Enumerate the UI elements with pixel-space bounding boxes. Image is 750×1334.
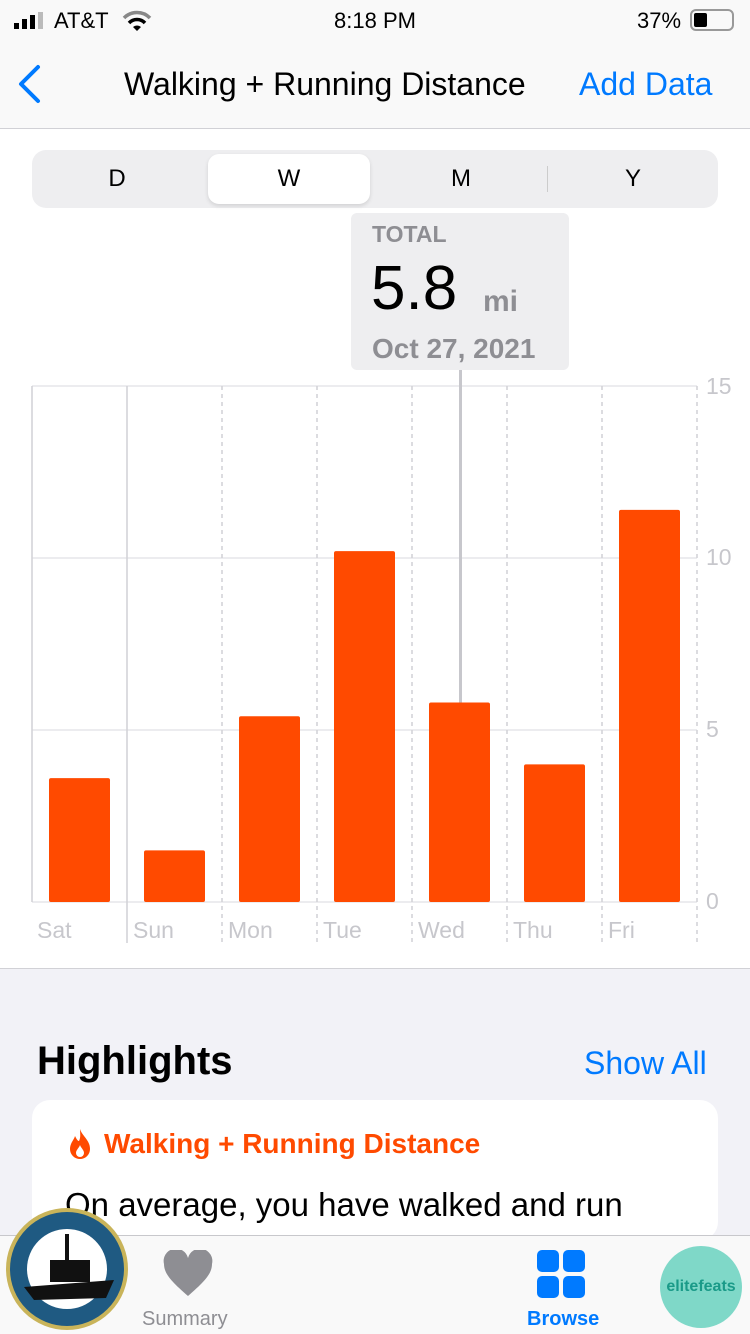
- segment-year[interactable]: Y: [624, 165, 641, 192]
- grid-icon: [537, 1250, 585, 1298]
- add-data-button[interactable]: Add Data: [579, 66, 713, 102]
- x-label-tue: Tue: [323, 917, 362, 943]
- clock: 8:18 PM: [334, 8, 416, 33]
- elitefeats-logo: elitefeats: [660, 1246, 742, 1328]
- bar-fri: [619, 509, 680, 902]
- selection-tooltip: TOTAL 5.8 mi Oct 27, 2021: [351, 213, 569, 370]
- tooltip-date: Oct 27, 2021: [372, 333, 536, 364]
- segment-divider: [547, 166, 548, 192]
- battery-icon: [690, 9, 734, 31]
- bar-mon: [239, 716, 300, 902]
- segment-day[interactable]: D: [108, 165, 126, 192]
- battery-percent: 37%: [637, 8, 682, 33]
- miles-for-murph-logo: [6, 1208, 128, 1330]
- x-label-sun: Sun: [133, 917, 174, 943]
- tab-summary[interactable]: Summary: [140, 1244, 236, 1334]
- heart-icon: [163, 1250, 213, 1296]
- nav-bar: Walking + Running Distance Add Data: [0, 40, 750, 129]
- tab-browse[interactable]: Browse: [520, 1244, 604, 1334]
- page-title: Walking + Running Distance: [124, 66, 526, 102]
- y-label-0: 0: [706, 888, 719, 914]
- tooltip-unit: mi: [483, 285, 519, 318]
- x-label-wed: Wed: [418, 917, 465, 943]
- highlight-card-title: Walking + Running Distance: [104, 1128, 481, 1159]
- bar-sat: [49, 778, 110, 902]
- x-label-thu: Thu: [513, 917, 553, 943]
- chart-svg: [31, 370, 698, 943]
- tab-summary-label: Summary: [142, 1308, 228, 1330]
- y-label-15: 15: [706, 373, 732, 399]
- x-label-fri: Fri: [608, 917, 635, 943]
- x-label-mon: Mon: [228, 917, 273, 943]
- flame-icon: [70, 1129, 90, 1159]
- carrier: AT&T: [54, 8, 109, 33]
- highlights-title: Highlights: [37, 1039, 233, 1083]
- status-bar: AT&T 8:18 PM 37%: [0, 0, 750, 40]
- ship-icon: [24, 1229, 114, 1309]
- tooltip-value: 5.8: [371, 254, 458, 323]
- highlight-card-text: On average, you have walked and run: [65, 1186, 623, 1223]
- bar-tue: [334, 551, 395, 902]
- tooltip-label: TOTAL: [372, 221, 447, 247]
- y-label-10: 10: [706, 544, 732, 570]
- distance-chart[interactable]: Sat Sun Mon Tue Wed Thu Fri 0 5 10 15: [0, 370, 750, 970]
- bar-thu: [524, 764, 585, 902]
- y-label-5: 5: [706, 716, 719, 742]
- chevron-left-icon[interactable]: [16, 64, 42, 104]
- highlight-card[interactable]: Walking + Running Distance On average, y…: [32, 1100, 718, 1240]
- wifi-icon: [122, 10, 152, 31]
- period-segmented-control: D W M Y: [32, 150, 718, 208]
- bar-wed: [429, 702, 490, 902]
- signal-icon: [14, 12, 43, 29]
- bar-sun: [144, 850, 205, 902]
- x-label-sat: Sat: [37, 917, 72, 943]
- segment-week[interactable]: W: [208, 154, 370, 204]
- show-all-button[interactable]: Show All: [584, 1045, 707, 1081]
- segment-month[interactable]: M: [451, 165, 471, 192]
- tab-browse-label: Browse: [527, 1308, 600, 1330]
